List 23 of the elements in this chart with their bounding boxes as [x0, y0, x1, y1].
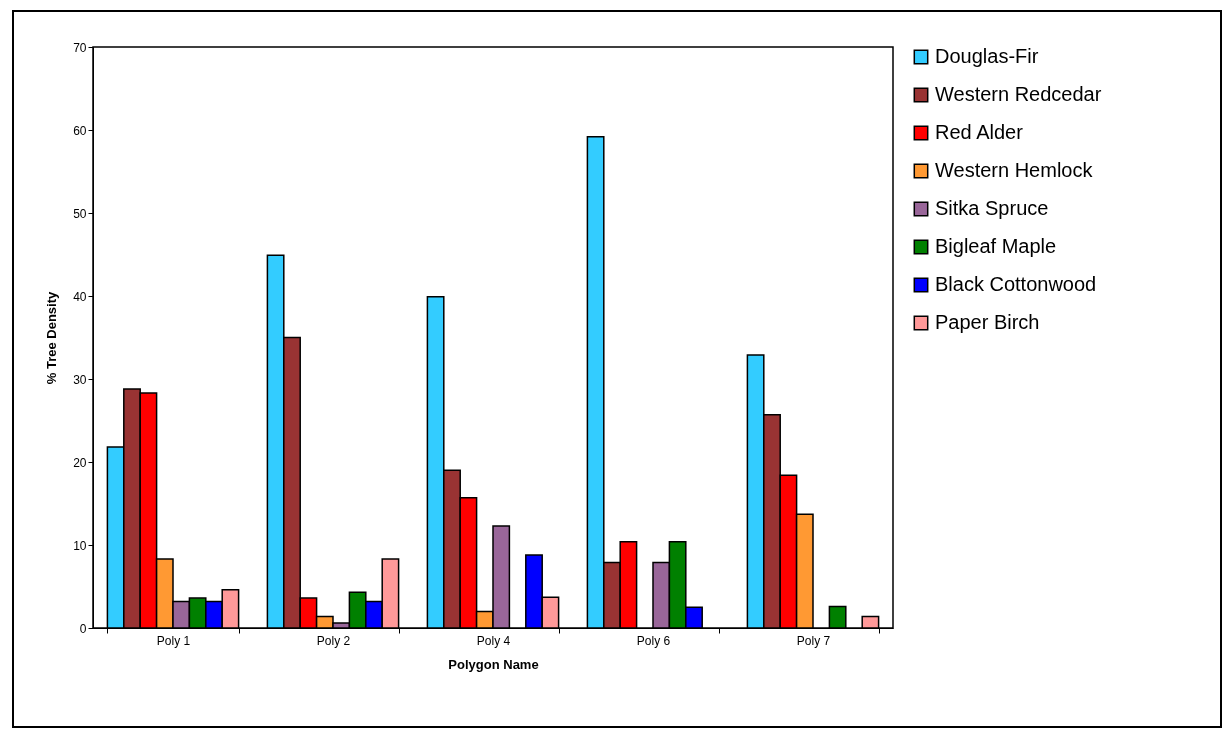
y-tick-label: 70	[73, 40, 87, 55]
x-tick-label: Poly 6	[636, 633, 671, 648]
x-tick-label: Poly 1	[156, 633, 191, 648]
x-axis-title: Polygon Name	[448, 656, 539, 672]
y-tick-label: 30	[73, 372, 87, 387]
legend-label: Western Hemlock	[935, 159, 1094, 181]
y-tick-label: 0	[79, 621, 87, 636]
legend-label: Douglas-Fir	[935, 45, 1039, 67]
y-tick-label: 50	[73, 206, 87, 221]
x-tick-label: Poly 2	[316, 633, 351, 648]
y-tick-label: 60	[73, 123, 87, 138]
y-tick-label: 10	[73, 538, 87, 553]
legend-label: Red Alder	[935, 121, 1024, 143]
legend-label: Paper Birch	[935, 311, 1040, 333]
legend-label: Western Redcedar	[935, 83, 1102, 105]
legend-label: Bigleaf Maple	[935, 235, 1057, 257]
x-tick-label: Poly 7	[796, 633, 831, 648]
y-tick-label: 40	[73, 289, 87, 304]
x-tick-label: Poly 4	[476, 633, 511, 648]
y-tick-label: 20	[73, 455, 87, 470]
y-axis-title: % Tree Density	[44, 290, 60, 385]
legend-label: Sitka Spruce	[935, 197, 1049, 219]
legend-label: Black Cottonwood	[935, 273, 1097, 295]
